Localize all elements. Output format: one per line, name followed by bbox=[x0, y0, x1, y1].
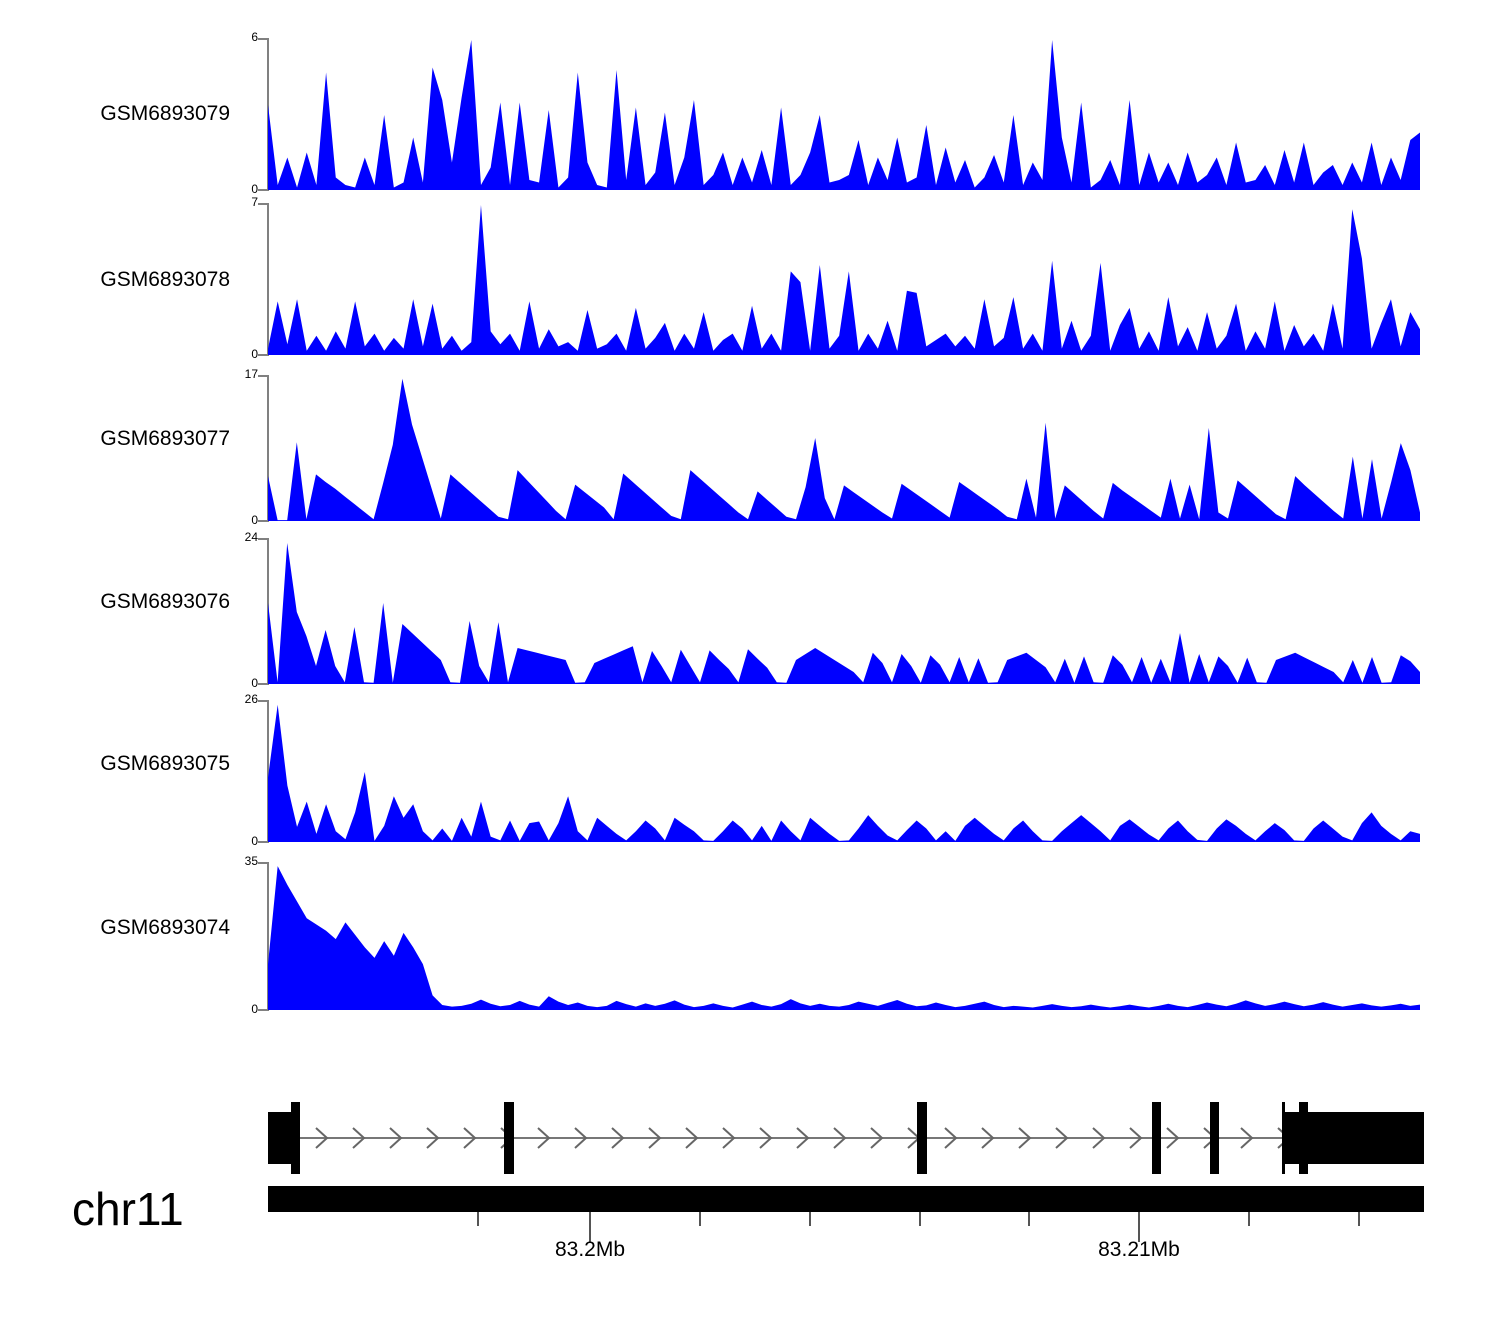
strand-arrow-icon bbox=[944, 1127, 958, 1149]
y-axis-min-GSM6893079: 0 bbox=[251, 182, 258, 196]
strand-arrow-icon bbox=[426, 1127, 440, 1149]
chromosome-label: chr11 bbox=[72, 1183, 184, 1235]
y-axis-min-GSM6893075: 0 bbox=[251, 834, 258, 848]
strand-arrow-icon bbox=[759, 1127, 773, 1149]
strand-arrow-icon bbox=[1055, 1127, 1069, 1149]
y-axis-max-GSM6893078: 7 bbox=[251, 195, 258, 209]
gene-exon-block bbox=[917, 1102, 927, 1174]
track-label-GSM6893079: GSM6893079 bbox=[100, 102, 230, 125]
track-label-GSM6893078: GSM6893078 bbox=[100, 268, 230, 291]
strand-arrow-icon bbox=[389, 1127, 403, 1149]
ruler-svg bbox=[268, 1186, 1424, 1242]
gene-utr-block bbox=[268, 1112, 291, 1164]
strand-arrow-icon bbox=[685, 1127, 699, 1149]
track-label-GSM6893077: GSM6893077 bbox=[100, 427, 230, 450]
coverage-area bbox=[268, 378, 1420, 521]
gene-utr-block bbox=[1285, 1112, 1424, 1164]
y-axis-max-GSM6893074: 35 bbox=[244, 854, 258, 868]
ruler-tick-label: 83.21Mb bbox=[1098, 1238, 1180, 1261]
strand-arrow-icon bbox=[648, 1127, 662, 1149]
strand-arrow-icon bbox=[833, 1127, 847, 1149]
strand-arrow-icon bbox=[463, 1127, 477, 1149]
coverage-track-GSM6893076 bbox=[258, 538, 1420, 685]
strand-arrow-icon bbox=[574, 1127, 588, 1149]
ideogram-bar bbox=[268, 1186, 1424, 1212]
track-label-GSM6893076: GSM6893076 bbox=[100, 590, 230, 613]
y-axis-max-GSM6893077: 17 bbox=[244, 367, 258, 381]
coverage-area bbox=[268, 40, 1420, 190]
y-axis-min-GSM6893078: 0 bbox=[251, 347, 258, 361]
strand-arrow-icon bbox=[722, 1127, 736, 1149]
coverage-area bbox=[268, 543, 1420, 684]
strand-arrow-icon bbox=[1129, 1127, 1143, 1149]
coverage-track-GSM6893074 bbox=[258, 862, 1420, 1011]
y-axis-min-GSM6893077: 0 bbox=[251, 513, 258, 527]
strand-arrow-icon bbox=[981, 1127, 995, 1149]
strand-arrow-icon bbox=[611, 1127, 625, 1149]
y-axis-min-GSM6893074: 0 bbox=[251, 1002, 258, 1016]
coverage-track-GSM6893075 bbox=[258, 700, 1420, 843]
y-axis-max-GSM6893075: 26 bbox=[244, 692, 258, 706]
coverage-area bbox=[268, 205, 1420, 355]
gene-exon-block bbox=[1152, 1102, 1161, 1174]
gene-exon-block bbox=[1210, 1102, 1219, 1174]
y-axis-max-GSM6893076: 24 bbox=[244, 530, 258, 544]
coverage-track-GSM6893077 bbox=[258, 375, 1420, 522]
gene-exon-block bbox=[504, 1102, 514, 1174]
coverage-area bbox=[268, 866, 1420, 1010]
track-label-GSM6893075: GSM6893075 bbox=[100, 752, 230, 775]
strand-arrow-icon bbox=[1240, 1127, 1254, 1149]
strand-arrow-icon bbox=[1018, 1127, 1032, 1149]
gene-exon-block bbox=[291, 1102, 300, 1174]
strand-arrow-icon bbox=[796, 1127, 810, 1149]
strand-arrow-icon bbox=[870, 1127, 884, 1149]
gene-model-svg bbox=[268, 1102, 1424, 1174]
track-label-GSM6893074: GSM6893074 bbox=[100, 916, 230, 939]
strand-arrow-icon bbox=[1166, 1127, 1180, 1149]
strand-arrow-icon bbox=[537, 1127, 551, 1149]
ruler-tick-label: 83.2Mb bbox=[554, 1238, 626, 1261]
strand-arrow-icon bbox=[1092, 1127, 1106, 1149]
strand-arrow-icon bbox=[315, 1127, 329, 1149]
strand-arrow-icon bbox=[352, 1127, 366, 1149]
coverage-area bbox=[268, 704, 1420, 842]
gene-thin-block bbox=[1282, 1102, 1285, 1174]
y-axis-max-GSM6893079: 6 bbox=[251, 30, 258, 44]
coverage-track-GSM6893078 bbox=[258, 203, 1420, 356]
coverage-track-GSM6893079 bbox=[258, 38, 1420, 191]
y-axis-min-GSM6893076: 0 bbox=[251, 676, 258, 690]
